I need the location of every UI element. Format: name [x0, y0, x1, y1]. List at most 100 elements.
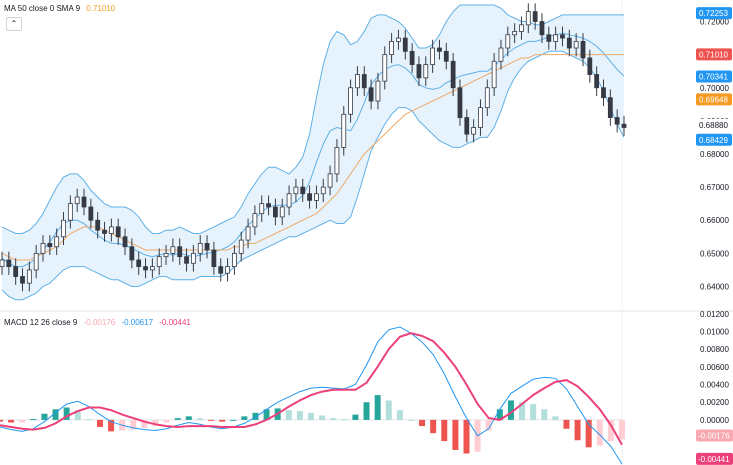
macd-tick-label: 0.00200 — [700, 398, 729, 407]
candle-body — [437, 47, 442, 52]
price-label-text: 0.69648 — [699, 95, 728, 104]
macd-histogram-bar — [396, 410, 403, 420]
macd-histogram-bar — [441, 419, 448, 442]
candle-body — [286, 193, 292, 208]
candle-body — [13, 266, 19, 277]
candle-body — [601, 87, 606, 99]
candle-body — [129, 246, 135, 261]
bollinger-upper-line — [1, 4, 624, 234]
price-label-box — [696, 48, 732, 61]
candle-body — [594, 74, 600, 89]
candle-body — [184, 256, 189, 264]
chevron-up-icon[interactable]: ⌃ — [6, 17, 22, 31]
candle-body — [108, 226, 114, 234]
candle-body — [519, 24, 524, 32]
candle-body — [102, 229, 107, 234]
bollinger-lower-line — [1, 50, 625, 301]
macd-histogram-bar — [363, 402, 370, 420]
signal-line — [0, 332, 623, 446]
macd-histogram-bar — [196, 418, 203, 420]
macd-histogram-bar — [219, 419, 226, 422]
candle-body — [143, 266, 148, 271]
candle-body — [341, 113, 347, 148]
candle-body — [498, 47, 504, 62]
ma-legend: MA 50 close 0 SMA 9 0.71010 — [4, 4, 119, 13]
macd-histogram-bar — [530, 403, 537, 420]
candle-body — [231, 252, 237, 268]
candle-body — [450, 60, 456, 89]
macd-histogram-bar — [407, 419, 414, 421]
price-label-box — [696, 7, 732, 20]
macd-histogram-bar — [0, 419, 3, 422]
macd-histogram-bar — [108, 419, 115, 432]
macd-legend-label: MACD 12 26 close 9 — [4, 318, 78, 327]
candle-body — [587, 57, 593, 75]
candle-body — [443, 50, 449, 62]
price-label-box — [696, 70, 732, 83]
macd-histogram-bar — [341, 419, 348, 421]
candle-body — [334, 146, 340, 175]
macd-legend-macd: -0.00617 — [121, 318, 154, 327]
macd-tick-label: 0.00400 — [700, 381, 729, 390]
candle-body — [279, 206, 285, 218]
candle-body — [197, 243, 203, 254]
macd-histogram-bar — [352, 414, 359, 420]
macd-histogram-bar — [152, 419, 159, 427]
candle-body — [238, 239, 244, 254]
price-label-box — [696, 133, 732, 146]
candle-body — [621, 123, 627, 128]
macd-tick-label: 0.01000 — [700, 327, 729, 336]
candle-body — [33, 252, 39, 271]
candle-body — [607, 97, 613, 118]
candle-body — [81, 196, 87, 208]
macd-histogram-bar — [419, 419, 426, 427]
candle-body — [375, 80, 381, 102]
macd-histogram-bar — [252, 412, 259, 420]
candle-body — [115, 226, 121, 238]
candle-body — [382, 54, 388, 82]
macd-histogram-bar — [563, 419, 570, 429]
macd-histogram-bar — [74, 410, 81, 420]
candle-body — [512, 31, 518, 36]
macd-histogram-bar — [463, 419, 470, 454]
macd-histogram-bar — [30, 419, 37, 421]
macd-histogram-bar — [541, 409, 548, 420]
price-label-box — [696, 93, 732, 106]
macd-histogram-bar — [452, 419, 459, 450]
candle-body — [273, 206, 278, 218]
candle-body — [553, 34, 559, 42]
candle-body — [300, 186, 306, 195]
candle-body — [204, 243, 210, 251]
candle-body — [26, 269, 32, 284]
candle-body — [245, 226, 251, 241]
macd-value-text: -0.00441 — [698, 455, 730, 464]
macd-histogram-bar — [430, 419, 437, 434]
candle-body — [614, 117, 620, 125]
price-label-text: 0.68429 — [699, 136, 728, 145]
candle-body — [61, 219, 66, 238]
macd-histogram-bar — [574, 419, 581, 441]
ma-legend-label: MA 50 close 0 SMA 9 — [4, 4, 81, 13]
candle-body — [218, 266, 224, 274]
macd-histogram-bar — [507, 400, 514, 420]
macd-histogram-bar — [130, 419, 137, 430]
candle-body — [259, 203, 265, 215]
candle-body — [402, 37, 408, 52]
macd-histogram-bar — [96, 419, 103, 427]
candle-body — [478, 107, 483, 128]
macd-histogram-bar — [596, 419, 603, 446]
candle-body — [0, 259, 5, 268]
candle-body — [539, 21, 545, 36]
macd-histogram-bar — [330, 418, 337, 420]
candle-body — [355, 74, 360, 89]
macd-histogram-bar — [496, 409, 503, 420]
candle-body — [396, 37, 401, 42]
candle-body — [368, 87, 374, 102]
candle-body — [40, 243, 46, 254]
macd-histogram-bar — [63, 407, 70, 420]
price-label-text: 0.71010 — [699, 50, 728, 59]
candle-body — [6, 259, 12, 268]
candle-body — [505, 34, 511, 49]
candle-body — [314, 193, 319, 201]
